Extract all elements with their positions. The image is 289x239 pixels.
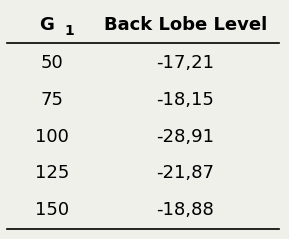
Text: 150: 150 bbox=[35, 201, 69, 219]
Text: G: G bbox=[39, 16, 54, 34]
Text: 1: 1 bbox=[64, 24, 74, 38]
Text: -18,15: -18,15 bbox=[156, 91, 214, 109]
Text: -17,21: -17,21 bbox=[156, 54, 214, 72]
Text: -21,87: -21,87 bbox=[156, 164, 214, 182]
Text: 50: 50 bbox=[41, 54, 64, 72]
Text: 100: 100 bbox=[35, 128, 69, 146]
Text: 75: 75 bbox=[41, 91, 64, 109]
Text: -18,88: -18,88 bbox=[156, 201, 214, 219]
Text: Back Lobe Level: Back Lobe Level bbox=[104, 16, 267, 34]
Text: -28,91: -28,91 bbox=[156, 128, 214, 146]
Text: 125: 125 bbox=[35, 164, 70, 182]
